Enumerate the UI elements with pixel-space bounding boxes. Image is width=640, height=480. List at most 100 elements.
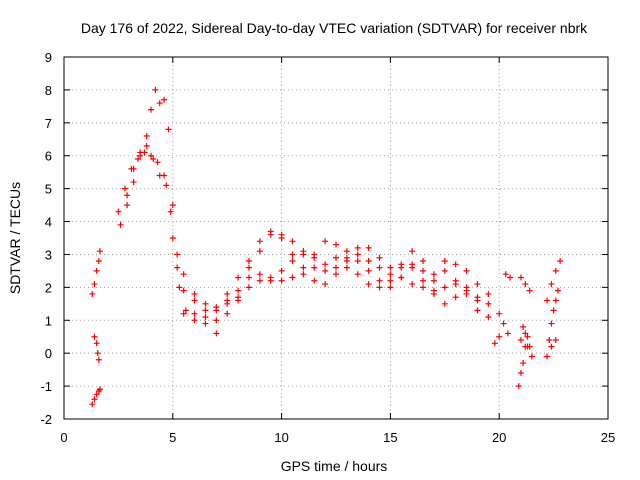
data-point [387, 264, 394, 271]
y-tick-label: 6 [45, 149, 52, 164]
x-tick-label: 20 [492, 430, 506, 445]
data-point [376, 264, 383, 271]
data-point [474, 307, 481, 314]
data-point [520, 323, 527, 330]
data-point [343, 248, 350, 255]
data-point [491, 340, 498, 347]
data-point [180, 287, 187, 294]
y-tick-label: 1 [45, 313, 52, 328]
data-point [191, 297, 198, 304]
y-tick-label: -2 [40, 412, 52, 427]
data-point [554, 287, 561, 294]
data-point [420, 277, 427, 284]
data-point [333, 241, 339, 248]
data-point [333, 254, 339, 261]
data-point [548, 281, 555, 288]
x-tick-label: 10 [274, 430, 288, 445]
data-point [143, 132, 150, 139]
data-point [130, 165, 137, 172]
data-point [96, 386, 103, 393]
data-point [89, 290, 96, 297]
data-point [213, 307, 220, 314]
data-point [224, 310, 231, 317]
data-point [191, 310, 198, 317]
data-point [485, 313, 492, 320]
data-point [245, 284, 252, 291]
data-point [235, 297, 242, 304]
data-point [235, 287, 242, 294]
data-point [224, 300, 231, 307]
series-arc-late-7 [544, 258, 564, 304]
data-point [522, 281, 529, 288]
data-point [409, 261, 416, 268]
data-point [365, 281, 372, 288]
data-point [91, 333, 98, 340]
data-point [441, 300, 448, 307]
data-point [376, 277, 383, 284]
x-tick-label: 25 [601, 430, 615, 445]
data-point [235, 274, 242, 281]
plot-frame [63, 56, 609, 420]
data-point [150, 156, 157, 163]
data-point [256, 238, 263, 245]
data-point [180, 271, 187, 278]
data-point [550, 307, 557, 314]
data-point [91, 281, 98, 288]
data-point [524, 343, 531, 350]
data-point [354, 271, 361, 278]
data-point [89, 401, 96, 408]
data-point [289, 274, 296, 281]
y-tick-labels: -2 -1 0 1 2 3 4 5 6 7 8 9 [40, 50, 52, 427]
data-point [441, 258, 448, 265]
data-point [202, 313, 209, 320]
data-point [156, 100, 163, 107]
data-point [95, 356, 102, 363]
data-point [167, 208, 174, 215]
data-point [474, 297, 481, 304]
series-arc-early-high [89, 248, 103, 297]
data-point [163, 182, 170, 189]
data-point [256, 271, 263, 278]
data-point [256, 248, 263, 255]
grid-lines [64, 57, 608, 419]
data-point [517, 369, 524, 376]
data-point [502, 271, 509, 278]
series-arc-late-4 [517, 323, 531, 350]
data-point [289, 251, 296, 258]
data-point [174, 264, 181, 271]
data-point [267, 228, 274, 235]
data-point [520, 360, 527, 367]
data-point [548, 320, 555, 327]
data-point [398, 261, 405, 268]
data-point [354, 251, 361, 258]
data-point [522, 330, 529, 337]
data-point [93, 340, 100, 347]
data-point [474, 281, 481, 288]
data-point [463, 267, 470, 274]
data-point [452, 277, 459, 284]
data-point [95, 258, 102, 265]
data-point [517, 337, 524, 344]
series-arc-early-low [89, 386, 103, 408]
data-point [552, 267, 559, 274]
series-peak-arc-a [117, 86, 503, 317]
data-point [452, 294, 459, 301]
series-arc-late-1 [491, 320, 511, 347]
data-point [245, 264, 252, 271]
data-point [137, 149, 144, 156]
data-point [202, 300, 209, 307]
data-point [300, 271, 307, 278]
data-point [161, 96, 168, 103]
data-point [169, 235, 176, 241]
data-point [94, 350, 101, 357]
data-point [176, 284, 183, 291]
data-point [300, 264, 307, 271]
data-point [213, 330, 220, 337]
data-point [515, 383, 522, 390]
data-point [154, 159, 161, 166]
data-point [354, 258, 361, 265]
data-point [143, 142, 150, 149]
data-point [496, 333, 503, 340]
data-point [376, 284, 383, 291]
